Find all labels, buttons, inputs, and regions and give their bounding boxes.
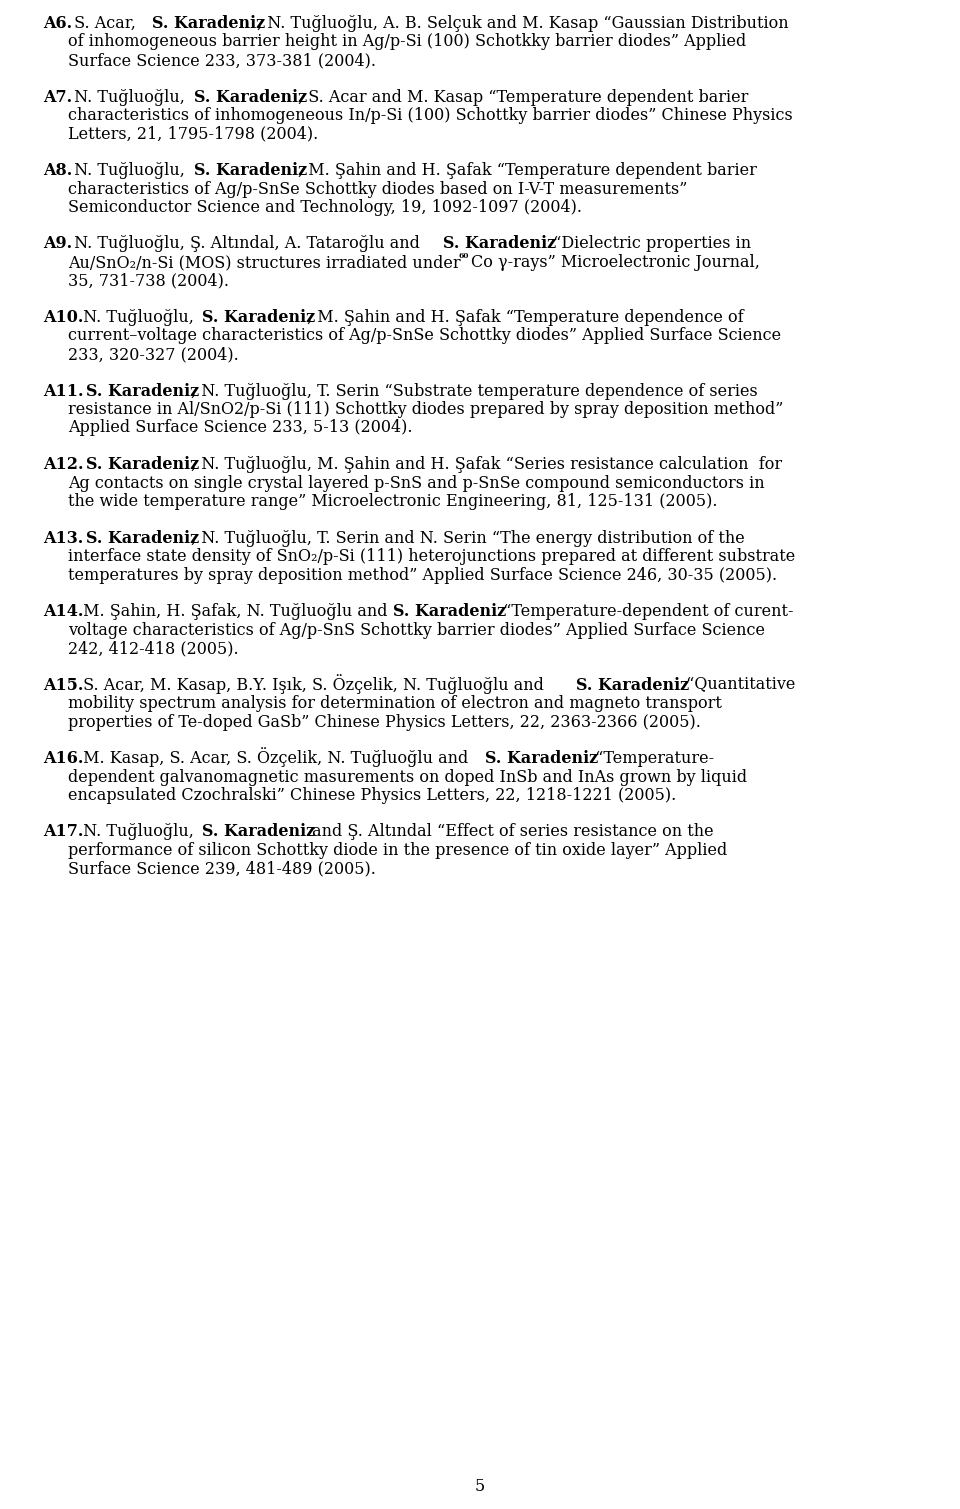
Text: Co γ-rays” Microelectronic Journal,: Co γ-rays” Microelectronic Journal, [470, 254, 759, 272]
Text: 35, 731-738 (2004).: 35, 731-738 (2004). [68, 273, 229, 290]
Text: S. Acar, M. Kasap, B.Y. Işık, S. Özçelik, N. Tuğluоğlu and: S. Acar, M. Kasap, B.Y. Işık, S. Özçelik… [78, 673, 549, 694]
Text: , N. Tuğluоğlu, T. Serin “Substrate temperature dependence of series: , N. Tuğluоğlu, T. Serin “Substrate temp… [191, 382, 757, 400]
Text: A8.: A8. [43, 161, 72, 180]
Text: A13.: A13. [43, 530, 84, 546]
Text: 233, 320-327 (2004).: 233, 320-327 (2004). [68, 346, 239, 364]
Text: resistance in Al/SnO2/p-Si (111) Schottky diodes prepared by spray deposition me: resistance in Al/SnO2/p-Si (111) Schottk… [68, 401, 783, 418]
Text: 242, 412-418 (2005).: 242, 412-418 (2005). [68, 640, 239, 656]
Text: dependent galvanomagnetic masurements on doped InSb and InAs grown by liquid: dependent galvanomagnetic masurements on… [68, 768, 747, 786]
Text: Surface Science 233, 373-381 (2004).: Surface Science 233, 373-381 (2004). [68, 51, 376, 69]
Text: 5: 5 [475, 1477, 485, 1495]
Text: S. Karadeniz: S. Karadeniz [194, 89, 307, 106]
Text: Au/SnO₂/n-Si (MOS) structures irradiated under: Au/SnO₂/n-Si (MOS) structures irradiated… [68, 254, 466, 272]
Text: S. Karadeniz: S. Karadeniz [194, 161, 307, 180]
Text: mobility spectrum analysis for determination of electron and magneto transport: mobility spectrum analysis for determina… [68, 696, 722, 712]
Text: “Quantitative: “Quantitative [681, 676, 795, 694]
Text: Surface Science 239, 481-489 (2005).: Surface Science 239, 481-489 (2005). [68, 860, 376, 878]
Text: A15.: A15. [43, 676, 84, 694]
Text: A6.: A6. [43, 15, 72, 32]
Text: S. Karadeniz: S. Karadeniz [86, 530, 200, 546]
Text: ⁶⁰: ⁶⁰ [458, 252, 468, 266]
Text: A14.: A14. [43, 604, 84, 620]
Text: Ag contacts on single crystal layered p-SnS and p-SnSe compound semiconductors i: Ag contacts on single crystal layered p-… [68, 474, 764, 492]
Text: “Dielectric properties in: “Dielectric properties in [547, 235, 751, 252]
Text: , M. Şahin and H. Şafak “Temperature dependent barier: , M. Şahin and H. Şafak “Temperature dep… [299, 161, 757, 180]
Text: S. Karadeniz: S. Karadeniz [485, 750, 598, 767]
Text: S. Karadeniz: S. Karadeniz [86, 382, 200, 400]
Text: performance of silicon Schottky diode in the presence of tin oxide layer” Applie: performance of silicon Schottky diode in… [68, 842, 728, 859]
Text: encapsulated Czochralski” Chinese Physics Letters, 22, 1218-1221 (2005).: encapsulated Czochralski” Chinese Physic… [68, 788, 676, 804]
Text: the wide temperature range” Microelectronic Engineering, 81, 125-131 (2005).: the wide temperature range” Microelectro… [68, 493, 717, 510]
Text: N. Tuğluоğlu,: N. Tuğluоğlu, [69, 161, 190, 180]
Text: S. Acar,: S. Acar, [69, 15, 141, 32]
Text: voltage characteristics of Ag/p-SnS Schottky barrier diodes” Applied Surface Sci: voltage characteristics of Ag/p-SnS Scho… [68, 622, 765, 638]
Text: A16.: A16. [43, 750, 84, 767]
Text: characteristics of Ag/p-SnSe Schottky diodes based on I-V-T measurements”: characteristics of Ag/p-SnSe Schottky di… [68, 181, 687, 198]
Text: , S. Acar and M. Kasap “Temperature dependent barier: , S. Acar and M. Kasap “Temperature depe… [299, 89, 749, 106]
Text: “Temperature-: “Temperature- [589, 750, 713, 767]
Text: A10.: A10. [43, 309, 84, 326]
Text: S. Karadeniz: S. Karadeniz [576, 676, 689, 694]
Text: , M. Şahin and H. Şafak “Temperature dependence of: , M. Şahin and H. Şafak “Temperature dep… [307, 309, 744, 326]
Text: “Temperature-dependent of curent-: “Temperature-dependent of curent- [498, 604, 794, 620]
Text: interface state density of SnO₂/p-Si (111) heterojunctions prepared at different: interface state density of SnO₂/p-Si (11… [68, 548, 795, 564]
Text: S. Karadeniz: S. Karadeniz [394, 604, 507, 620]
Text: of inhomogeneous barrier height in Ag/p-Si (100) Schotkky barrier diodes” Applie: of inhomogeneous barrier height in Ag/p-… [68, 33, 746, 50]
Text: A17.: A17. [43, 824, 84, 841]
Text: S. Karadeniz: S. Karadeniz [443, 235, 556, 252]
Text: A9.: A9. [43, 235, 72, 252]
Text: properties of Te-doped GaSb” Chinese Physics Letters, 22, 2363-2366 (2005).: properties of Te-doped GaSb” Chinese Phy… [68, 714, 701, 730]
Text: and Ş. Altındal “Effect of series resistance on the: and Ş. Altındal “Effect of series resist… [307, 824, 713, 841]
Text: Semiconductor Science and Technology, 19, 1092-1097 (2004).: Semiconductor Science and Technology, 19… [68, 199, 582, 216]
Text: temperatures by spray deposition method” Applied Surface Science 246, 30-35 (200: temperatures by spray deposition method”… [68, 566, 778, 584]
Text: S. Karadeniz: S. Karadeniz [86, 456, 200, 472]
Text: M. Kasap, S. Acar, S. Özçelik, N. Tuğluоğlu and: M. Kasap, S. Acar, S. Özçelik, N. Tuğluо… [78, 747, 473, 767]
Text: , N. Tuğluоğlu, M. Şahin and H. Şafak “Series resistance calculation  for: , N. Tuğluоğlu, M. Şahin and H. Şafak “S… [191, 456, 782, 472]
Text: characteristics of inhomogeneous In/p-Si (100) Schottky barrier diodes” Chinese : characteristics of inhomogeneous In/p-Si… [68, 107, 793, 124]
Text: Applied Surface Science 233, 5-13 (2004).: Applied Surface Science 233, 5-13 (2004)… [68, 420, 413, 436]
Text: N. Tuğluоğlu,: N. Tuğluоğlu, [78, 309, 199, 326]
Text: S. Karadeniz: S. Karadeniz [153, 15, 265, 32]
Text: , N. Tuğluоğlu, A. B. Selçuk and M. Kasap “Gaussian Distribution: , N. Tuğluоğlu, A. B. Selçuk and M. Kasa… [257, 15, 788, 32]
Text: S. Karadeniz: S. Karadeniz [203, 824, 316, 841]
Text: A11.: A11. [43, 382, 84, 400]
Text: , N. Tuğluоğlu, T. Serin and N. Serin “The energy distribution of the: , N. Tuğluоğlu, T. Serin and N. Serin “T… [191, 530, 745, 546]
Text: N. Tuğluоğlu,: N. Tuğluоğlu, [78, 824, 199, 841]
Text: N. Tuğluоğlu,: N. Tuğluоğlu, [69, 89, 190, 106]
Text: current–voltage characteristics of Ag/p-SnSe Schottky diodes” Applied Surface Sc: current–voltage characteristics of Ag/p-… [68, 327, 781, 344]
Text: M. Şahin, H. Şafak, N. Tuğluоğlu and: M. Şahin, H. Şafak, N. Tuğluоğlu and [78, 604, 393, 620]
Text: S. Karadeniz: S. Karadeniz [203, 309, 316, 326]
Text: A7.: A7. [43, 89, 72, 106]
Text: N. Tuğluоğlu, Ş. Altındal, A. Tataroğlu and: N. Tuğluоğlu, Ş. Altındal, A. Tataroğlu … [69, 235, 425, 252]
Text: A12.: A12. [43, 456, 84, 472]
Text: Letters, 21, 1795-1798 (2004).: Letters, 21, 1795-1798 (2004). [68, 125, 319, 142]
